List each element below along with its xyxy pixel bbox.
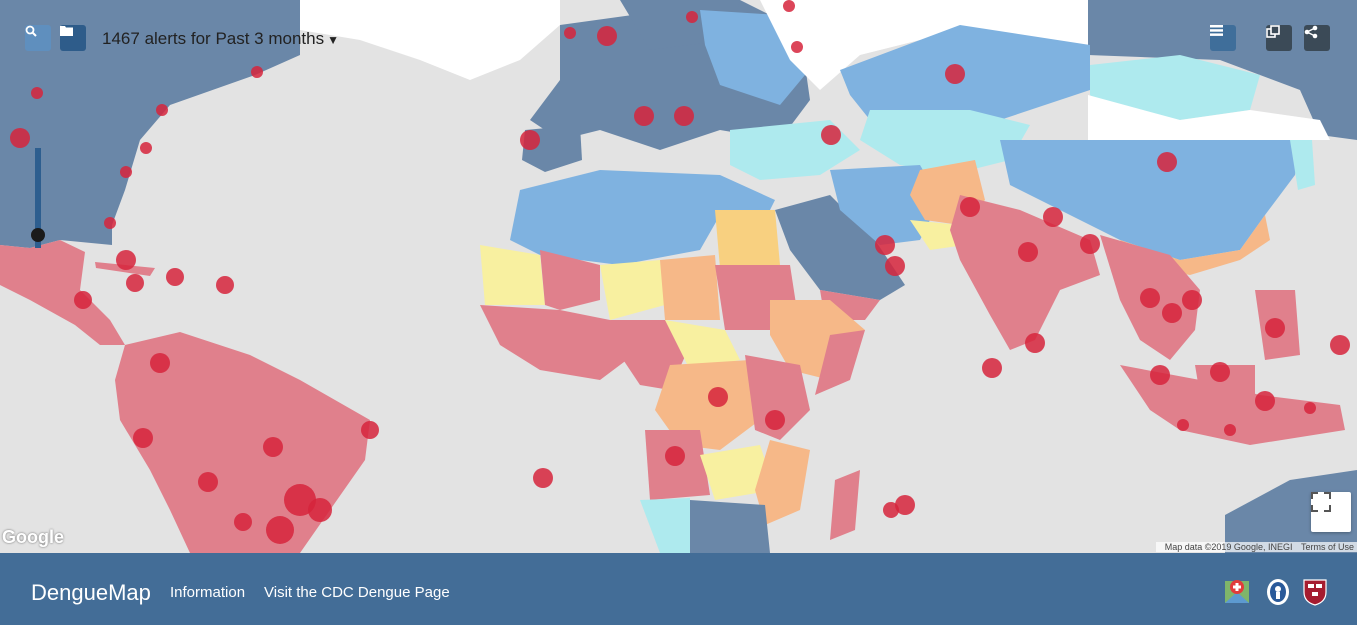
region-korea	[1290, 140, 1315, 190]
region-mozambique	[755, 440, 810, 525]
cdc-logo[interactable]	[1265, 578, 1291, 606]
region-drc	[655, 360, 760, 450]
region-car	[665, 320, 740, 370]
time-slider-track[interactable]	[35, 148, 41, 248]
region-egypt	[715, 210, 780, 268]
cdc-dengue-page-link[interactable]: Visit the CDC Dengue Page	[264, 584, 450, 601]
region-kazakhstan	[840, 25, 1090, 130]
region-india	[950, 195, 1100, 350]
region-madagascar	[830, 470, 860, 540]
footer-bar: DengueMap Information Visit the CDC Deng…	[0, 553, 1357, 625]
region-arabia	[775, 195, 905, 300]
alert-markers	[10, 0, 1350, 544]
attribution-text: Map data ©2019 Google, INEGI	[1164, 542, 1293, 552]
google-logo: Google	[2, 527, 64, 547]
caret-down-icon: ▼	[327, 33, 339, 47]
region-mongolia-white	[1088, 95, 1330, 140]
region-mexico-central-america	[0, 240, 125, 345]
region-indonesia	[1120, 365, 1345, 445]
region-mongolia	[1090, 55, 1260, 120]
alerts-period-selector[interactable]: 1467 alerts for Past 3 months ▼	[102, 29, 339, 49]
folder-icon	[60, 26, 73, 36]
region-chad	[660, 255, 720, 320]
layers-button[interactable]	[1266, 25, 1292, 51]
alerts-text: alerts for	[144, 29, 211, 48]
folder-button[interactable]	[60, 25, 86, 51]
region-mali	[540, 250, 600, 310]
region-central-asia	[860, 110, 1030, 175]
region-somalia	[815, 330, 865, 395]
brand-title[interactable]: DengueMap	[31, 580, 151, 605]
region-south-africa	[690, 500, 770, 553]
region-niger	[600, 260, 665, 320]
region-iran	[830, 165, 940, 245]
terms-of-use-link[interactable]: Terms of Use	[1300, 542, 1354, 552]
map-layer	[0, 0, 1357, 553]
region-east-africa	[745, 355, 810, 440]
harvard-logo[interactable]	[1302, 578, 1328, 606]
share-button[interactable]	[1304, 25, 1330, 51]
period-label: Past 3 months	[215, 29, 325, 48]
region-arctic	[760, 0, 1090, 90]
fullscreen-button[interactable]	[1311, 492, 1351, 532]
share-icon	[1304, 25, 1318, 39]
region-mauritania	[480, 245, 545, 305]
region-greenland	[300, 0, 560, 80]
region-west-africa	[480, 305, 640, 380]
region-usa-canada	[0, 0, 300, 248]
region-china	[1000, 140, 1300, 260]
time-slider-handle[interactable]	[31, 228, 45, 242]
map-attribution: Map data ©2019 Google, INEGI Terms of Us…	[1155, 542, 1357, 552]
region-north-africa	[510, 170, 775, 265]
search-button[interactable]	[25, 25, 51, 51]
list-button[interactable]	[1210, 25, 1236, 51]
alert-count: 1467	[102, 29, 140, 48]
fullscreen-icon	[1311, 492, 1331, 512]
list-icon	[1210, 25, 1223, 36]
region-australia	[1225, 470, 1357, 553]
information-link[interactable]: Information	[170, 584, 246, 601]
layers-icon	[1266, 25, 1280, 38]
dengue-map[interactable]: 1467 alerts for Past 3 months ▼ Google Ma…	[0, 0, 1357, 553]
healthmap-logo[interactable]	[1224, 578, 1250, 606]
search-icon	[25, 25, 37, 37]
region-namibia	[640, 498, 690, 553]
